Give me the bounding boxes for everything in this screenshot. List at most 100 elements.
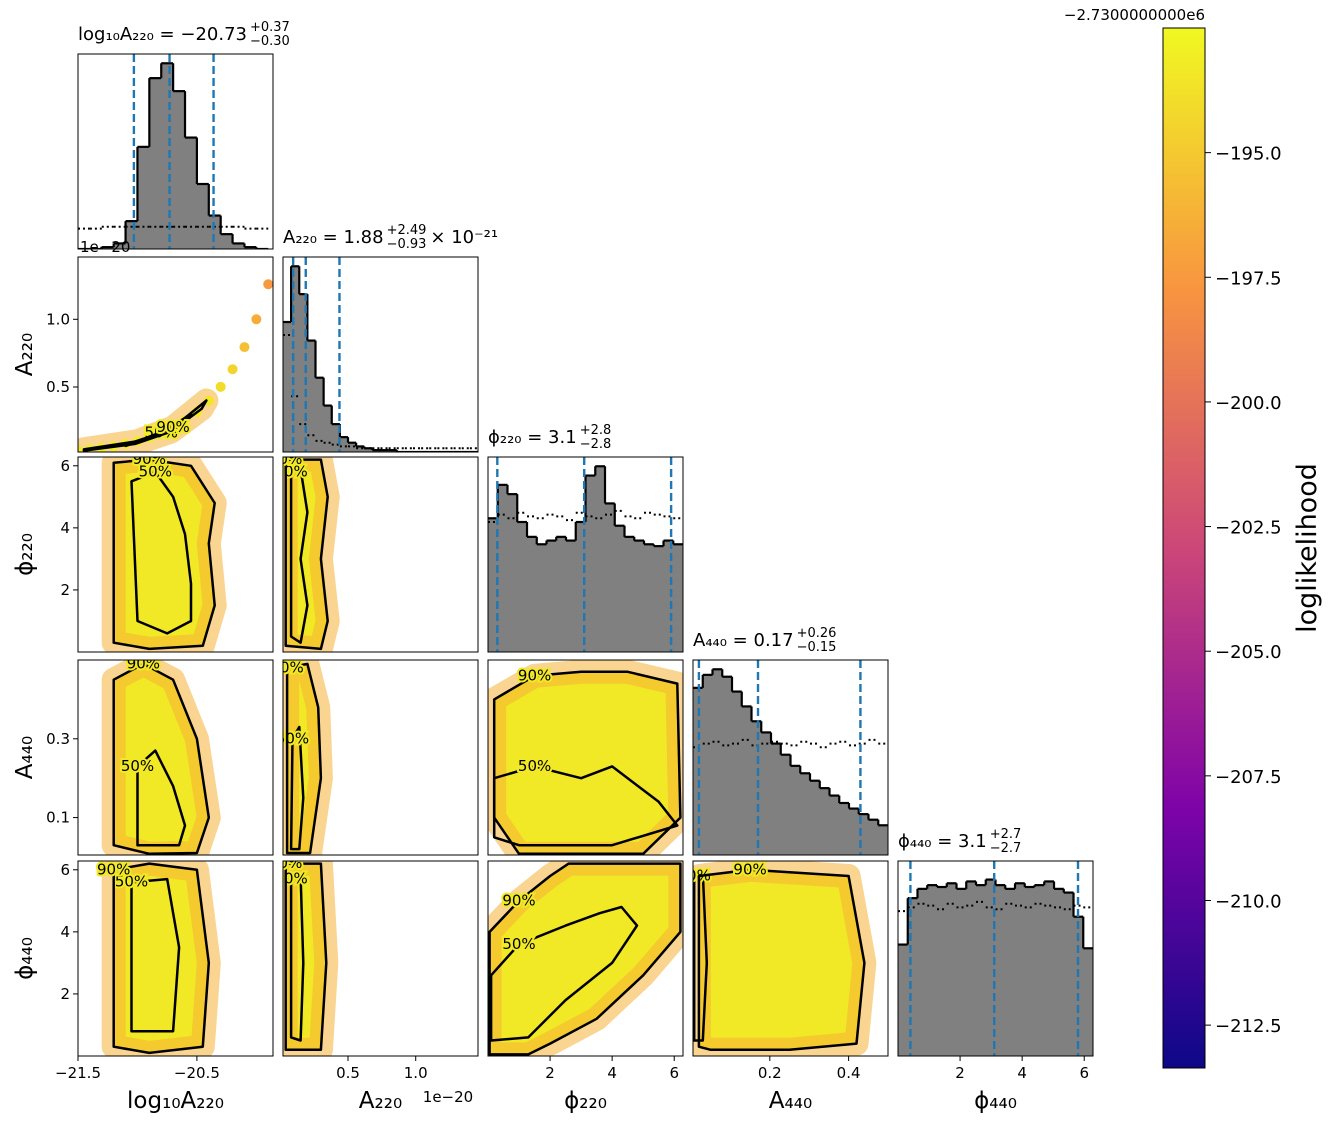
panel-frame bbox=[77, 659, 274, 856]
contour bbox=[136, 749, 187, 847]
hist-bar bbox=[1044, 881, 1055, 1056]
x-tick-label: −21.5 bbox=[55, 1064, 101, 1082]
title-lower: −0.30 bbox=[250, 34, 290, 49]
title-lower: −2.8 bbox=[580, 437, 612, 452]
title-upper: +0.37 bbox=[250, 20, 290, 35]
hist-bar bbox=[1083, 948, 1093, 1056]
panel-2d: 50%90% bbox=[95, 861, 221, 1056]
y-tick-label: 2 bbox=[60, 985, 70, 1003]
hist-bar bbox=[644, 544, 655, 652]
hist-bar bbox=[663, 540, 674, 652]
hist-bar bbox=[761, 732, 772, 855]
contour bbox=[284, 458, 329, 651]
x-axis-label: ϕ₄₄₀ bbox=[974, 1088, 1017, 1114]
colorbar-tick-label: −200.0 bbox=[1215, 393, 1282, 414]
scatter-point bbox=[78, 445, 83, 452]
hist-bar bbox=[348, 442, 357, 452]
contour-label: 90% bbox=[518, 666, 551, 684]
hist-bar bbox=[800, 773, 811, 855]
y-tick-label: 6 bbox=[60, 457, 70, 475]
hist-bar bbox=[339, 437, 349, 452]
x-tick-label: −20.5 bbox=[174, 1064, 220, 1082]
panel-frame bbox=[282, 456, 479, 653]
hist-bar bbox=[858, 814, 869, 855]
hist-bar bbox=[624, 536, 635, 652]
contour bbox=[693, 871, 709, 1042]
x-tick-label: 6 bbox=[669, 1064, 679, 1082]
contour bbox=[489, 905, 639, 1042]
hist-bar bbox=[331, 424, 341, 452]
hist-bar bbox=[232, 243, 245, 249]
hist-bar bbox=[605, 503, 616, 652]
title-suffix: × 10⁻²¹ bbox=[430, 227, 498, 248]
colorbar-label: loglikelihood bbox=[1292, 463, 1323, 633]
contour bbox=[112, 458, 216, 651]
panel-2d: 50%90% bbox=[276, 660, 333, 855]
hist-bar bbox=[849, 808, 860, 855]
x-tick-label: 1.0 bbox=[404, 1064, 428, 1082]
title-upper: +2.7 bbox=[990, 827, 1022, 842]
colorbar-offset: −2.7300000000e6 bbox=[1064, 6, 1205, 24]
panel-2d: 50%90% bbox=[101, 450, 227, 652]
contour bbox=[284, 862, 328, 1052]
colorbar-tick-label: −212.5 bbox=[1215, 1016, 1282, 1037]
y-axis-label: ϕ₂₂₀ bbox=[12, 533, 38, 576]
y-axis-label: A₂₂₀ bbox=[12, 333, 38, 376]
hist-bar bbox=[966, 881, 977, 1056]
panel-2d: 50%90% bbox=[269, 450, 340, 652]
panel-title: A₂₂₀ = 1.88 bbox=[283, 227, 384, 248]
x-tick-label: 4 bbox=[607, 1064, 617, 1082]
contour bbox=[112, 862, 211, 1055]
hist-bar bbox=[868, 819, 879, 855]
contour-label: 90% bbox=[269, 450, 302, 468]
hist-bar bbox=[732, 691, 743, 855]
contour bbox=[82, 399, 208, 452]
hist-bar bbox=[946, 883, 958, 1056]
contour-label: 90% bbox=[133, 450, 166, 468]
colorbar-tick-label: −210.0 bbox=[1215, 891, 1282, 912]
contour-label: 50% bbox=[276, 729, 309, 747]
panel-title: log₁₀A₂₂₀ = −20.73 bbox=[78, 24, 247, 45]
hist-bar bbox=[810, 780, 821, 855]
scatter-point bbox=[203, 395, 214, 406]
panel-2d: 50%90% bbox=[274, 861, 339, 1056]
contour-label: 90% bbox=[127, 654, 160, 672]
contour-label: 50% bbox=[502, 935, 535, 953]
hist-bar bbox=[917, 888, 928, 1056]
colorbar-tick-label: −202.5 bbox=[1215, 518, 1282, 539]
hist-bar bbox=[283, 322, 292, 452]
hist-bar bbox=[149, 78, 162, 249]
contour-label: 50% bbox=[274, 463, 307, 481]
panel-2d: 50%90% bbox=[488, 861, 683, 1056]
panel-frame bbox=[692, 659, 889, 856]
density-region bbox=[693, 861, 877, 1056]
hist-bar bbox=[907, 898, 918, 1056]
hist-bar bbox=[975, 885, 987, 1056]
y-tick-label: 0.3 bbox=[46, 730, 70, 748]
contour bbox=[289, 874, 305, 1042]
hist-bar bbox=[507, 494, 518, 652]
title-upper: +2.8 bbox=[580, 423, 612, 438]
hist-bar bbox=[614, 525, 625, 652]
hist-bar bbox=[985, 879, 997, 1056]
y-tick-label: 4 bbox=[60, 519, 70, 537]
panel-title: ϕ₂₂₀ = 3.1 bbox=[488, 427, 577, 448]
y-tick-label: 4 bbox=[60, 923, 70, 941]
panel-frame bbox=[77, 860, 274, 1057]
hist-bar bbox=[1024, 887, 1035, 1056]
contour-label: 50% bbox=[274, 870, 307, 888]
x-tick-label: 0.4 bbox=[837, 1064, 861, 1082]
colorbar bbox=[1162, 27, 1206, 1069]
y-tick-label: 0.1 bbox=[46, 809, 70, 827]
hist-bar bbox=[1063, 892, 1075, 1056]
hist-bar bbox=[196, 184, 210, 249]
x-tick-label: 2 bbox=[545, 1064, 555, 1082]
hist-bar bbox=[517, 522, 528, 652]
hist-bar bbox=[173, 91, 186, 249]
hist-bar bbox=[995, 885, 1006, 1056]
contour-label: 50% bbox=[518, 757, 551, 775]
title-lower: −0.93 bbox=[387, 237, 427, 252]
hist-bar bbox=[819, 788, 830, 855]
density-region bbox=[101, 457, 227, 652]
panel-title: A₄₄₀ = 0.17 bbox=[693, 630, 794, 651]
